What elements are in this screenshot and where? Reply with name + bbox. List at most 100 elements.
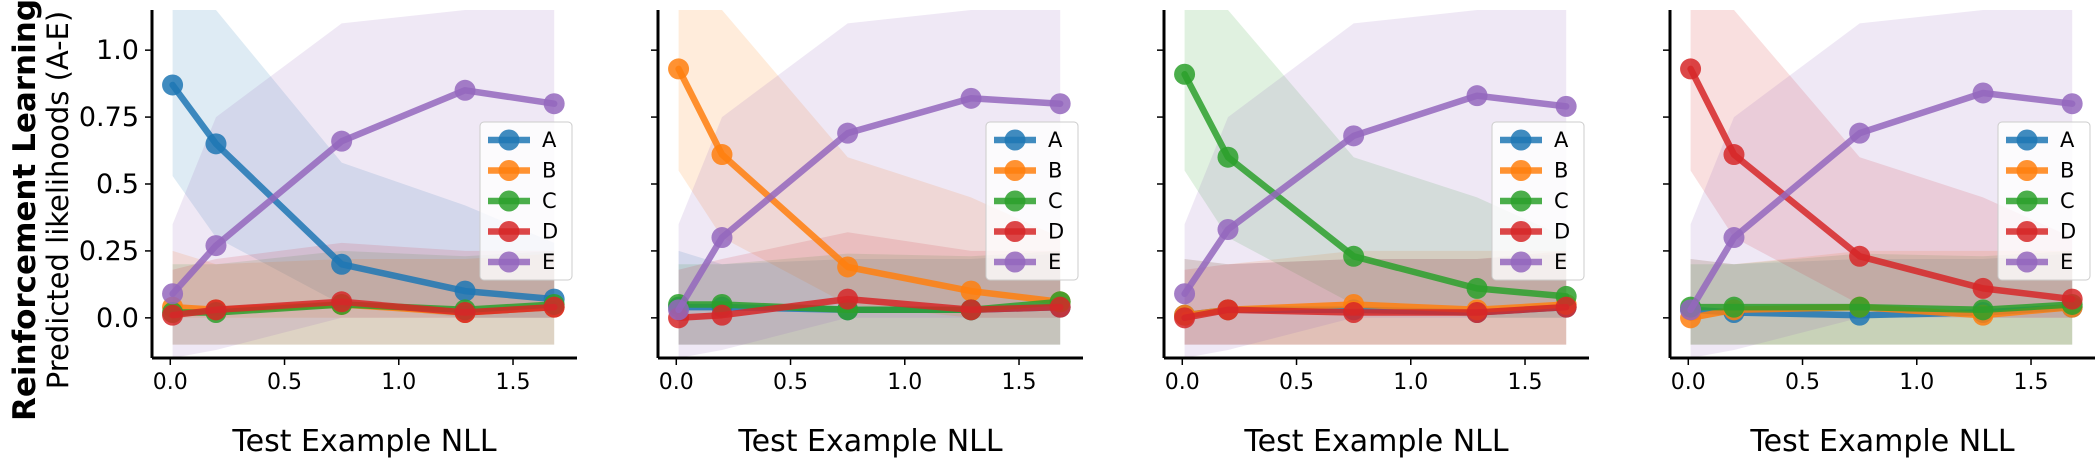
legend-marker-E [2016, 251, 2038, 273]
legend-marker-A [2016, 129, 2038, 151]
legend-marker-E [1510, 251, 1532, 273]
point-C-3 [1849, 296, 1871, 318]
legend-label-B: B [2060, 159, 2074, 183]
point-E-2 [1723, 227, 1745, 249]
point-D-3 [837, 288, 859, 310]
x-tick-label: 1.5 [1002, 370, 1037, 395]
band-C [172, 250, 555, 345]
x-axis-label: Test Example NLL [737, 424, 1002, 459]
point-A-3 [331, 253, 353, 275]
legend-marker-D [1004, 221, 1026, 242]
point-E-3 [1849, 122, 1871, 144]
x-tick-label: 1.0 [381, 370, 416, 395]
legend-label-C: C [2060, 189, 2075, 213]
legend-marker-C [498, 190, 520, 212]
point-E-2 [1217, 219, 1239, 241]
point-E-4 [1466, 85, 1488, 107]
legend-marker-E [498, 251, 520, 273]
legend-marker-D [498, 221, 520, 242]
point-D-4 [1972, 277, 1994, 299]
point-E-1 [1680, 299, 1702, 321]
point-D-5 [2061, 288, 2083, 310]
x-tick-label: 0.0 [153, 370, 188, 395]
legend-label-C: C [1048, 189, 1063, 213]
legend-label-D: D [1554, 220, 1570, 244]
point-E-1 [162, 283, 184, 305]
plot-area [1680, 10, 2083, 358]
legend-label-E: E [1048, 250, 1061, 274]
point-D-1 [1680, 58, 1702, 80]
legend-marker-A [1510, 129, 1532, 151]
x-tick-label: 1.5 [1508, 370, 1543, 395]
band-B [678, 10, 1061, 318]
point-E-1 [1174, 283, 1196, 305]
point-E-3 [1343, 125, 1365, 147]
legend-marker-D [1510, 221, 1532, 242]
legend-label-D: D [2060, 220, 2076, 244]
point-D-4 [1466, 301, 1488, 323]
point-D-3 [1849, 245, 1871, 267]
x-axis-label: Test Example NLL [1243, 424, 1508, 459]
y-tick-label: 0.75 [79, 102, 139, 133]
plot-area [162, 10, 565, 358]
point-C-2 [1217, 146, 1239, 168]
legend-label-E: E [2060, 250, 2073, 274]
point-D-1 [162, 304, 184, 326]
band-C [1184, 10, 1567, 318]
legend-label-D: D [542, 220, 558, 244]
legend-label-E: E [1554, 250, 1567, 274]
point-C-4 [1466, 277, 1488, 299]
legend-marker-D [2016, 221, 2038, 242]
point-D-2 [205, 299, 227, 321]
point-A-2 [205, 133, 227, 155]
point-A-1 [162, 74, 184, 96]
y-tick-label: 0.25 [79, 236, 139, 267]
point-B-1 [668, 58, 690, 80]
x-tick-label: 0.5 [267, 370, 302, 395]
point-B-2 [711, 144, 733, 166]
legend-marker-E [1004, 251, 1026, 273]
point-E-1 [668, 299, 690, 321]
band-B [1184, 250, 1567, 345]
point-C-4 [1972, 299, 1994, 321]
legend-marker-A [498, 129, 520, 151]
legend-label-C: C [542, 189, 557, 213]
legend-label-B: B [1048, 159, 1062, 183]
point-B-3 [837, 256, 859, 278]
legend-marker-B [1510, 160, 1532, 181]
point-E-4 [454, 79, 476, 101]
x-tick-label: 0.5 [773, 370, 808, 395]
x-tick-label: 1.5 [496, 370, 531, 395]
point-D-2 [1723, 144, 1745, 166]
point-C-1 [1174, 63, 1196, 85]
y-axis-label: Predicted likelihoods (A-E) [41, 11, 75, 389]
x-tick-label: 1.0 [1393, 370, 1428, 395]
chart-panel-1: 0.0 0.5 1.0 1.5 0.0 0.25 0.5 0.75 1.0 Test Exampl… [79, 10, 577, 459]
y-tick-label: 1.0 [96, 35, 139, 66]
x-tick-label: 1.5 [2014, 370, 2049, 395]
legend-marker-C [1510, 190, 1532, 212]
point-D-5 [1049, 296, 1071, 318]
x-tick-label: 1.0 [1899, 370, 1934, 395]
band-A [172, 10, 555, 318]
band-D [1184, 250, 1567, 345]
point-C-3 [1343, 245, 1365, 267]
legend-label-C: C [1554, 189, 1569, 213]
point-E-2 [711, 227, 733, 249]
legend-label-A: A [1048, 128, 1063, 152]
point-E-5 [1049, 93, 1071, 115]
legend-marker-B [1004, 160, 1026, 181]
legend-label-D: D [1048, 220, 1064, 244]
point-E-4 [960, 87, 982, 109]
legend-label-A: A [2060, 128, 2075, 152]
plot-area [1174, 10, 1577, 358]
chart-panels: 0.0 0.5 1.0 1.5 0.0 0.25 0.5 0.75 1.0 Test Exampl… [79, 10, 2095, 459]
x-tick-label: 0.0 [659, 370, 694, 395]
point-C-2 [1723, 296, 1745, 318]
